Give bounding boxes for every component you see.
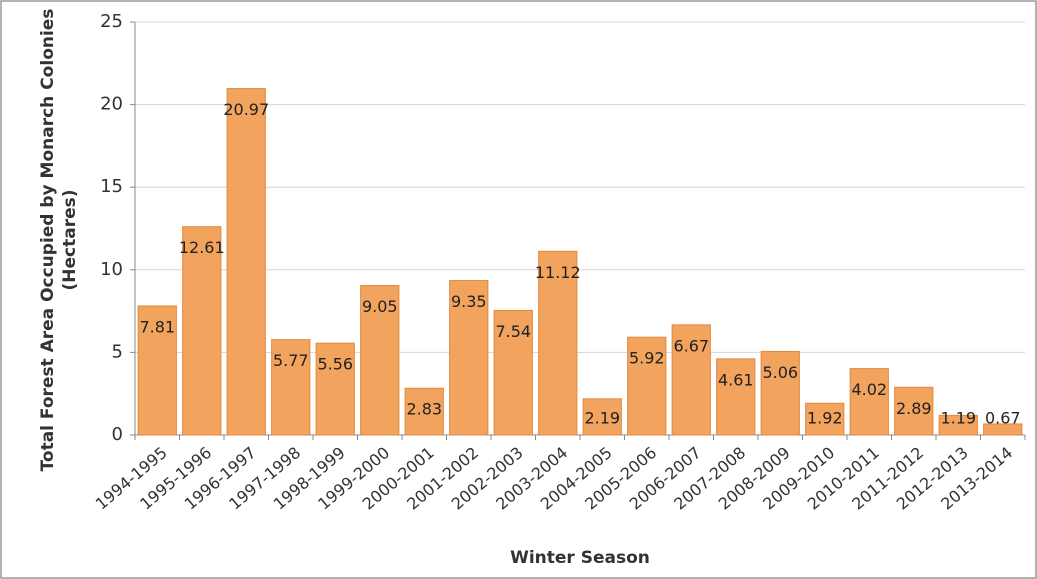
value-label: 4.02 bbox=[851, 380, 887, 399]
value-label: 5.92 bbox=[629, 349, 665, 368]
y-tick-label: 5 bbox=[112, 341, 123, 362]
value-label: 12.61 bbox=[179, 238, 225, 257]
bar bbox=[716, 358, 756, 436]
value-label: 5.56 bbox=[317, 355, 353, 374]
value-label: 9.35 bbox=[451, 292, 487, 311]
bar bbox=[493, 309, 533, 436]
bar bbox=[582, 398, 622, 436]
bar bbox=[983, 423, 1023, 436]
x-axis-title: Winter Season bbox=[510, 548, 650, 568]
bar bbox=[137, 305, 177, 436]
y-axis-title-line: (Hectares) bbox=[60, 189, 80, 290]
bar bbox=[627, 336, 667, 436]
bar bbox=[404, 387, 444, 436]
value-label: 20.97 bbox=[223, 100, 269, 119]
value-label: 6.67 bbox=[673, 336, 709, 355]
value-label: 1.92 bbox=[807, 409, 843, 428]
y-tick-label: 10 bbox=[100, 259, 123, 280]
value-label: 4.61 bbox=[718, 370, 754, 389]
bar bbox=[315, 342, 355, 436]
y-tick-label: 20 bbox=[100, 94, 123, 115]
bar bbox=[226, 88, 266, 436]
value-label: 7.81 bbox=[139, 317, 175, 336]
bar bbox=[449, 280, 489, 436]
bar bbox=[360, 284, 400, 436]
value-label: 2.19 bbox=[584, 409, 620, 428]
bar bbox=[271, 339, 311, 436]
bar bbox=[894, 386, 934, 436]
y-axis-title: Total Forest Area Occupied by Monarch Co… bbox=[38, 9, 80, 472]
value-label: 7.54 bbox=[495, 322, 531, 341]
bar bbox=[538, 250, 578, 436]
bar bbox=[182, 226, 222, 436]
bar bbox=[849, 368, 889, 436]
value-label: 5.77 bbox=[273, 351, 309, 370]
y-tick-label: 25 bbox=[100, 11, 123, 32]
value-label: 5.06 bbox=[762, 363, 798, 382]
value-label: 1.19 bbox=[940, 409, 976, 428]
y-tick-label: 0 bbox=[112, 424, 123, 445]
bar bbox=[671, 324, 711, 436]
value-label: 9.05 bbox=[362, 297, 398, 316]
bar bbox=[805, 402, 845, 436]
bar bbox=[760, 350, 800, 436]
value-label: 2.83 bbox=[406, 400, 442, 419]
y-tick-label: 15 bbox=[100, 176, 123, 197]
value-label: 2.89 bbox=[896, 399, 932, 418]
bar bbox=[938, 414, 978, 436]
value-label: 11.12 bbox=[535, 263, 581, 282]
value-label: 0.67 bbox=[985, 409, 1021, 428]
y-axis-title-line: Total Forest Area Occupied by Monarch Co… bbox=[38, 9, 58, 472]
